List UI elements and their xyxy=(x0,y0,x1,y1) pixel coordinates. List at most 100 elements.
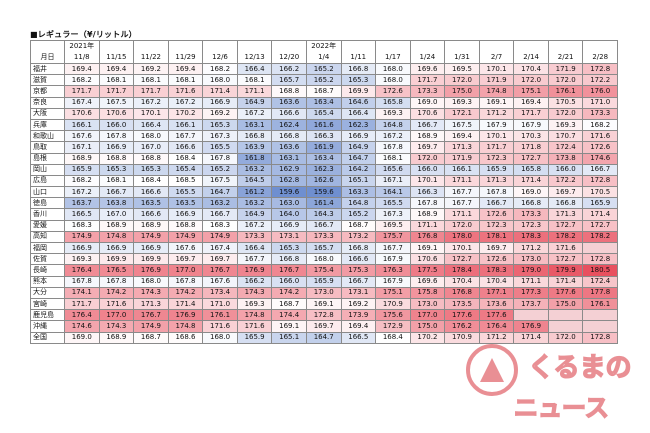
price-cell: 168.3 xyxy=(64,219,100,232)
price-cell: 173.1 xyxy=(340,286,377,299)
price-cell: 169.7 xyxy=(305,320,342,333)
prefecture-name: 佐賀 xyxy=(30,253,65,266)
price-cell: 175.0 xyxy=(409,320,446,333)
price-cell: 163.5 xyxy=(167,197,204,210)
price-cell: 167.3 xyxy=(202,130,238,143)
price-cell: 168.8 xyxy=(167,219,204,232)
price-cell: 165.3 xyxy=(340,74,377,87)
price-cell: 171.6 xyxy=(167,85,204,98)
price-cell: 172.0 xyxy=(547,74,584,87)
price-cell: 176.8 xyxy=(409,230,446,244)
price-cell: 164.9 xyxy=(236,96,273,109)
price-cell: 165.3 xyxy=(202,118,238,132)
price-cell: 172.8 xyxy=(582,62,618,76)
price-cell: 161.9 xyxy=(305,141,342,154)
price-cell: 171.4 xyxy=(547,275,584,288)
header-year-cell xyxy=(478,40,515,52)
price-cell: 168.4 xyxy=(167,152,204,165)
price-cell: 167.9 xyxy=(478,118,515,132)
price-cell: 171.7 xyxy=(409,74,446,87)
price-cell: 171.9 xyxy=(547,62,584,76)
price-cell: 166.0 xyxy=(409,163,446,176)
price-cell: 167.9 xyxy=(375,275,411,288)
price-cell: 172.4 xyxy=(547,141,584,154)
header-corner xyxy=(30,40,65,52)
price-cell: 174.9 xyxy=(133,320,169,333)
price-cell: 169.1 xyxy=(478,96,515,109)
prefecture-name: 広島 xyxy=(30,174,65,188)
price-cell: 162.9 xyxy=(271,163,307,176)
price-cell: 166.2 xyxy=(236,275,273,288)
price-cell: 168.7 xyxy=(340,219,377,232)
table-row: 福井 169.4 169.4 169.2 169.4 168.2 166.4 166.2 165… xyxy=(30,62,618,76)
price-cell: 174.4 xyxy=(271,309,307,322)
table-row: 佐賀 169.3 169.9 169.9 169.7 169.7 167.7 166.8 168… xyxy=(30,253,618,266)
price-cell: 165.9 xyxy=(478,163,515,176)
price-cell: 172.7 xyxy=(547,219,584,232)
price-cell: 169.0 xyxy=(513,186,549,199)
price-cell: 170.1 xyxy=(444,241,480,255)
price-cell: 173.8 xyxy=(547,152,584,165)
price-cell: 170.4 xyxy=(513,62,549,76)
price-cell: 177.3 xyxy=(513,286,549,299)
table-row: 高知 174.9 174.8 174.9 174.9 174.9 173.3 173.1 173… xyxy=(30,230,618,244)
price-cell: 168.5 xyxy=(167,174,204,188)
price-cell: 172.7 xyxy=(547,253,584,266)
price-cell: 171.0 xyxy=(582,96,618,109)
table-row: 島根 168.9 168.8 168.8 168.4 167.8 161.8 163.1 163… xyxy=(30,152,618,165)
prefecture-name: 和歌山 xyxy=(30,130,65,143)
price-cell: 165.7 xyxy=(305,241,342,255)
price-cell: 165.3 xyxy=(271,241,307,255)
price-cell: 163.2 xyxy=(236,163,273,176)
price-cell: 169.3 xyxy=(375,107,411,120)
price-cell: 171.7 xyxy=(513,107,549,120)
header-year-cell xyxy=(236,40,273,52)
price-cell: 175.3 xyxy=(340,264,377,277)
prefecture-name: 香川 xyxy=(30,208,65,221)
price-cell: 164.8 xyxy=(375,118,411,132)
price-cell: 168.1 xyxy=(375,152,411,165)
price-cell: 168.0 xyxy=(202,74,238,87)
price-cell: 171.6 xyxy=(202,320,238,333)
price-cell: 177.0 xyxy=(167,264,204,277)
price-cell: 173.1 xyxy=(271,230,307,244)
price-cell: 178.0 xyxy=(444,230,480,244)
table-row: 徳島 163.7 163.8 163.5 163.5 163.2 163.2 163.0 161… xyxy=(30,197,618,210)
price-cell: 167.0 xyxy=(98,208,135,221)
price-cell: 163.2 xyxy=(202,197,238,210)
price-cell: 165.8 xyxy=(513,163,549,176)
price-cell: 168.9 xyxy=(64,152,100,165)
price-cell: 169.1 xyxy=(271,320,307,333)
header-year-cell xyxy=(133,40,169,52)
price-cell: 165.7 xyxy=(271,74,307,87)
price-cell: 163.1 xyxy=(271,152,307,165)
price-cell: 176.9 xyxy=(513,320,549,333)
price-cell: 172.4 xyxy=(582,275,618,288)
table-row: 鹿児島 176.4 177.0 176.7 176.9 176.1 174.8 174.4 17… xyxy=(30,309,618,322)
price-cell: 166.2 xyxy=(271,62,307,76)
price-cell: 171.1 xyxy=(444,208,480,221)
price-cell: 163.3 xyxy=(340,186,377,199)
price-cell: 165.1 xyxy=(271,331,307,344)
price-cell: 170.1 xyxy=(409,174,446,188)
price-cell: 178.3 xyxy=(513,230,549,244)
price-cell: 159.6 xyxy=(305,186,342,199)
price-cell: 172.0 xyxy=(409,152,446,165)
price-cell: 178.2 xyxy=(547,230,584,244)
header-date-cell: 11/29 xyxy=(167,52,204,64)
price-cell: 173.9 xyxy=(340,309,377,322)
price-cell: 167.8 xyxy=(202,152,238,165)
price-cell: 163.9 xyxy=(236,141,273,154)
price-cell: 164.2 xyxy=(340,163,377,176)
price-cell: 164.7 xyxy=(340,152,377,165)
header-date-cell: 1/4 xyxy=(305,52,342,64)
price-cell: 172.7 xyxy=(444,253,480,266)
price-cell: 164.9 xyxy=(236,208,273,221)
price-cell: 166.7 xyxy=(340,275,377,288)
price-cell: 173.2 xyxy=(340,230,377,244)
price-cell: 176.2 xyxy=(444,320,480,333)
price-cell: 162.4 xyxy=(271,118,307,132)
price-cell: 171.7 xyxy=(98,85,135,98)
price-cell: 167.7 xyxy=(375,241,411,255)
header-date-cell: 12/13 xyxy=(236,52,273,64)
